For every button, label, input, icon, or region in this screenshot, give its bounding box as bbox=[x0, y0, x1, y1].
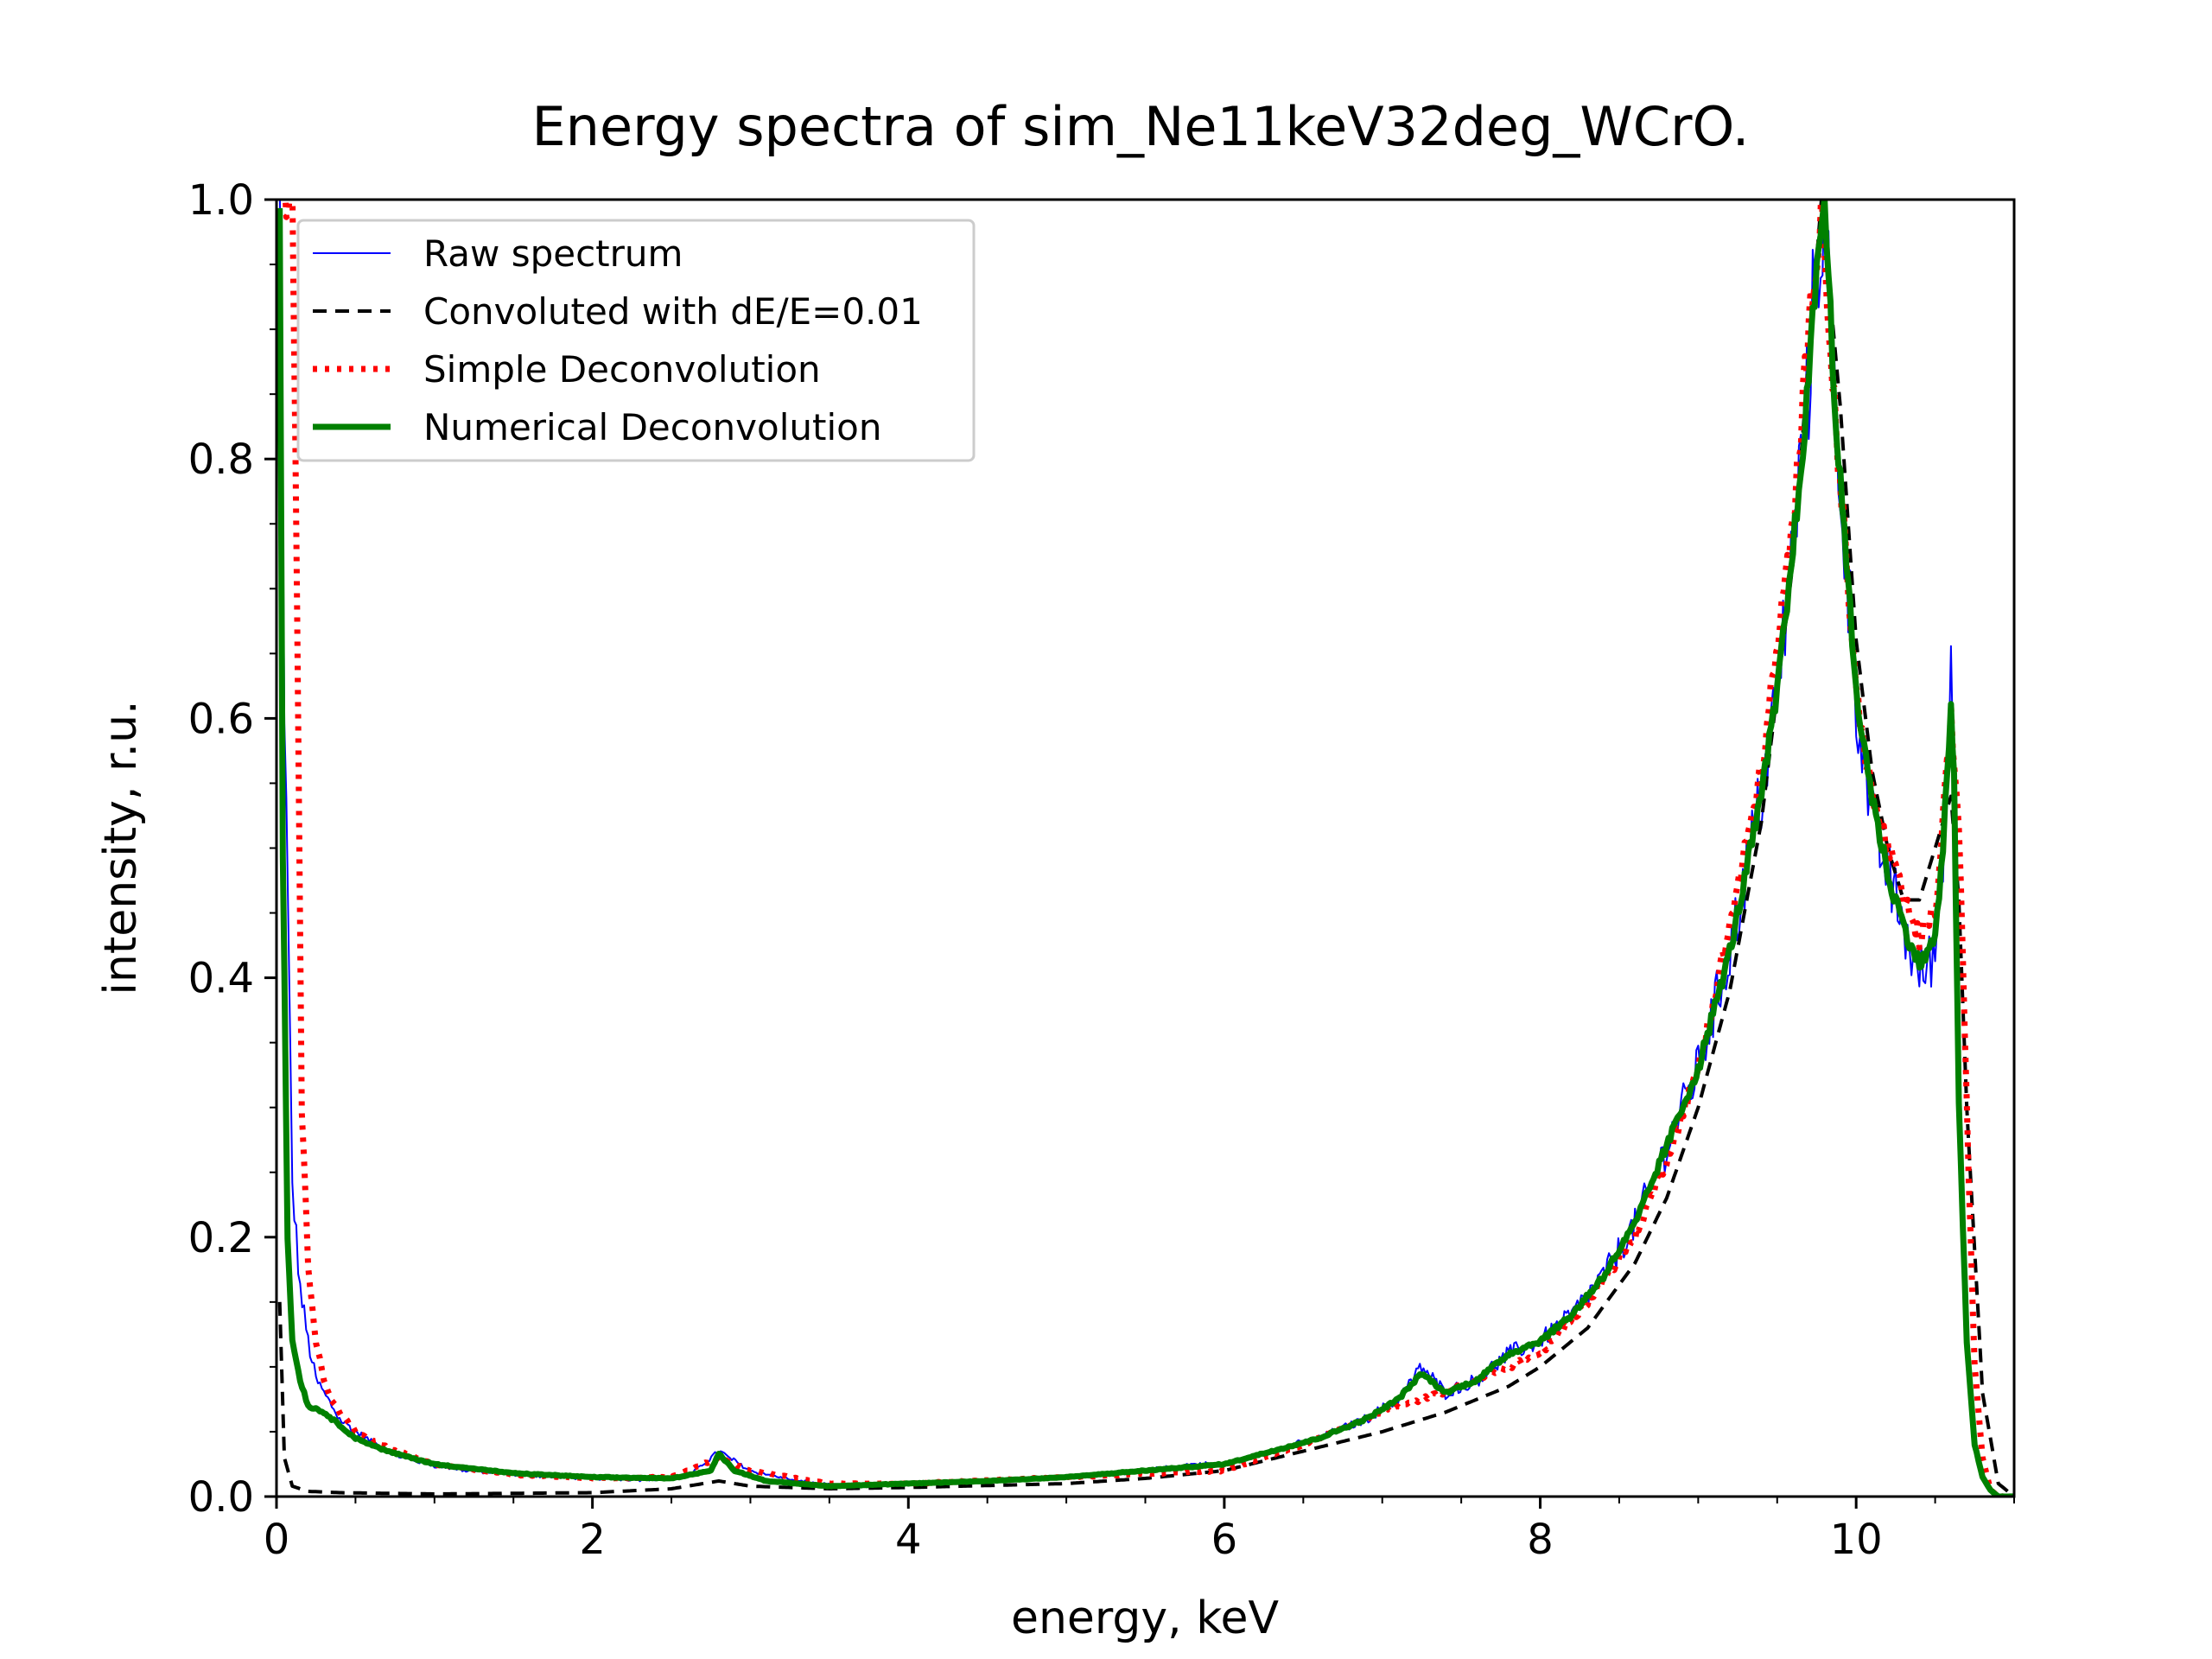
legend-box bbox=[296, 219, 976, 462]
y-tick-label: 0.6 bbox=[188, 695, 254, 743]
y-axis-label: intensity, r.u. bbox=[95, 700, 147, 995]
y-tick-labels: 0.0 0.2 0.4 0.6 0.8 1.0 bbox=[188, 176, 254, 1522]
x-axis-label: energy, keV bbox=[1011, 1592, 1279, 1644]
series-line-2 bbox=[277, 200, 2014, 1497]
y-tick-label: 0.8 bbox=[188, 435, 254, 484]
y-tick-label: 0.2 bbox=[188, 1214, 254, 1262]
y-tick-label: 1.0 bbox=[188, 176, 254, 225]
legend-label-1: Raw spectrum bbox=[423, 232, 683, 275]
x-tick-labels: 0 2 4 6 8 10 bbox=[264, 1516, 1883, 1564]
plot-frame bbox=[275, 198, 2016, 1498]
legend-label-3: Simple Deconvolution bbox=[423, 348, 821, 391]
legend-entries: Raw spectrum Convoluted with dE/E=0.01 Sim… bbox=[313, 232, 923, 448]
x-tick-label: 8 bbox=[1527, 1516, 1554, 1564]
legend-label-2: Convoluted with dE/E=0.01 bbox=[423, 290, 923, 333]
series-line-3 bbox=[282, 200, 2014, 1497]
x-tick-label: 4 bbox=[895, 1516, 922, 1564]
series-line-4 bbox=[276, 200, 2014, 1497]
legend: Raw spectrum Convoluted with dE/E=0.01 Sim… bbox=[296, 219, 976, 462]
x-tick-label: 2 bbox=[579, 1516, 606, 1564]
chart-title: Energy spectra of sim_Ne11keV32deg_WCrO. bbox=[531, 95, 1749, 158]
y-tick-label: 0.0 bbox=[188, 1473, 254, 1522]
x-tick-label: 10 bbox=[1830, 1516, 1883, 1564]
legend-label-4: Numerical Deconvolution bbox=[423, 406, 881, 448]
plot-series bbox=[276, 200, 2014, 1497]
x-tick-label: 0 bbox=[264, 1516, 290, 1564]
y-tick-label: 0.4 bbox=[188, 955, 254, 1003]
x-tick-label: 6 bbox=[1211, 1516, 1238, 1564]
